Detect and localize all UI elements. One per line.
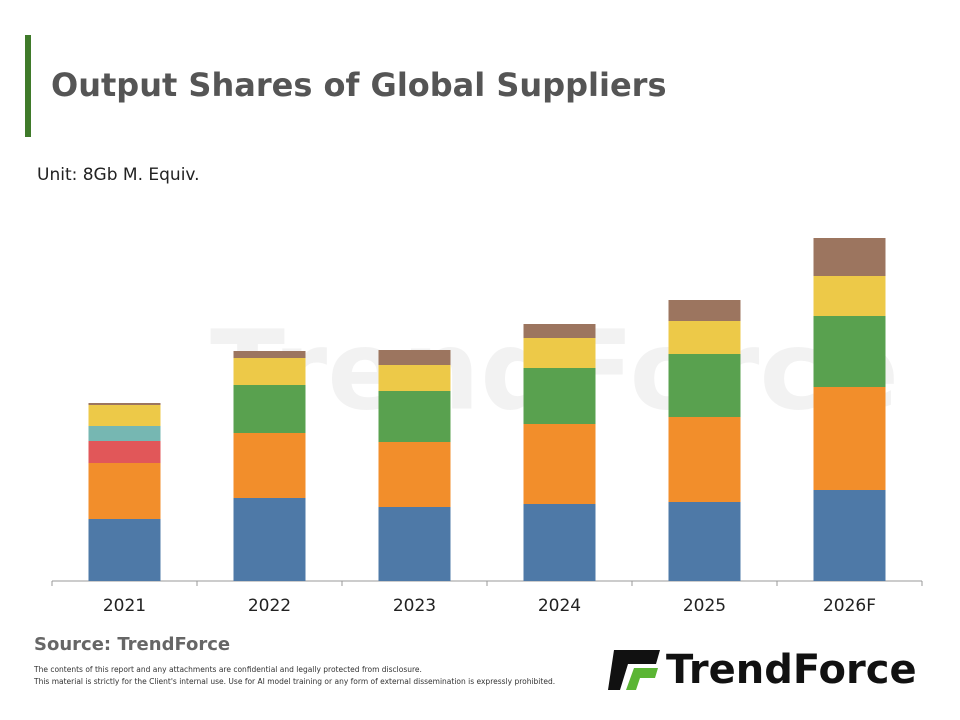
bar-segment xyxy=(813,316,886,387)
logo-text: TrendForce xyxy=(666,647,917,693)
unit-label: Unit: 8Gb M. Equiv. xyxy=(37,165,200,185)
x-tick-label: 2025 xyxy=(683,596,726,616)
bar-segment xyxy=(233,358,306,385)
bar-segment xyxy=(378,507,451,581)
source: Source: TrendForce xyxy=(34,634,230,655)
bar-segment xyxy=(88,519,161,581)
bar-segment xyxy=(378,350,451,365)
bar-segment xyxy=(668,321,741,354)
disclaimer: This material is strictly for the Client… xyxy=(33,677,555,686)
bar-segment xyxy=(233,433,306,498)
bar-segment xyxy=(88,441,161,463)
bar-segment xyxy=(523,424,596,504)
bar-segment xyxy=(668,502,741,581)
bar-segment xyxy=(668,354,741,417)
bar-segment xyxy=(523,368,596,424)
bar-segment xyxy=(813,276,886,316)
bar-segment xyxy=(378,365,451,391)
x-tick-label: 2023 xyxy=(393,596,436,616)
bar-segment xyxy=(88,426,161,441)
bar-segment xyxy=(813,490,886,581)
x-tick-label: 2026F xyxy=(823,596,876,616)
bar-segment xyxy=(233,351,306,358)
bar-segment xyxy=(813,387,886,490)
bar-segment xyxy=(233,385,306,433)
bar-segment xyxy=(88,403,161,405)
bar-segment xyxy=(813,238,886,276)
chart-title: Output Shares of Global Suppliers xyxy=(51,66,666,104)
logo-icon xyxy=(608,650,660,690)
bar-segment xyxy=(668,300,741,321)
x-tick-label: 2021 xyxy=(103,596,146,616)
bar-segment xyxy=(378,442,451,507)
bar-segment xyxy=(523,338,596,368)
bar-segment xyxy=(88,463,161,519)
bar-segment xyxy=(523,324,596,338)
bar-segment xyxy=(668,417,741,502)
bar-segment xyxy=(378,391,451,442)
disclaimer: The contents of this report and any atta… xyxy=(33,665,422,674)
bar-segment xyxy=(523,504,596,581)
bar-segment xyxy=(233,498,306,581)
x-tick-label: 2022 xyxy=(248,596,291,616)
x-tick-label: 2024 xyxy=(538,596,581,616)
title-accent xyxy=(25,35,31,137)
bar-segment xyxy=(88,405,161,426)
